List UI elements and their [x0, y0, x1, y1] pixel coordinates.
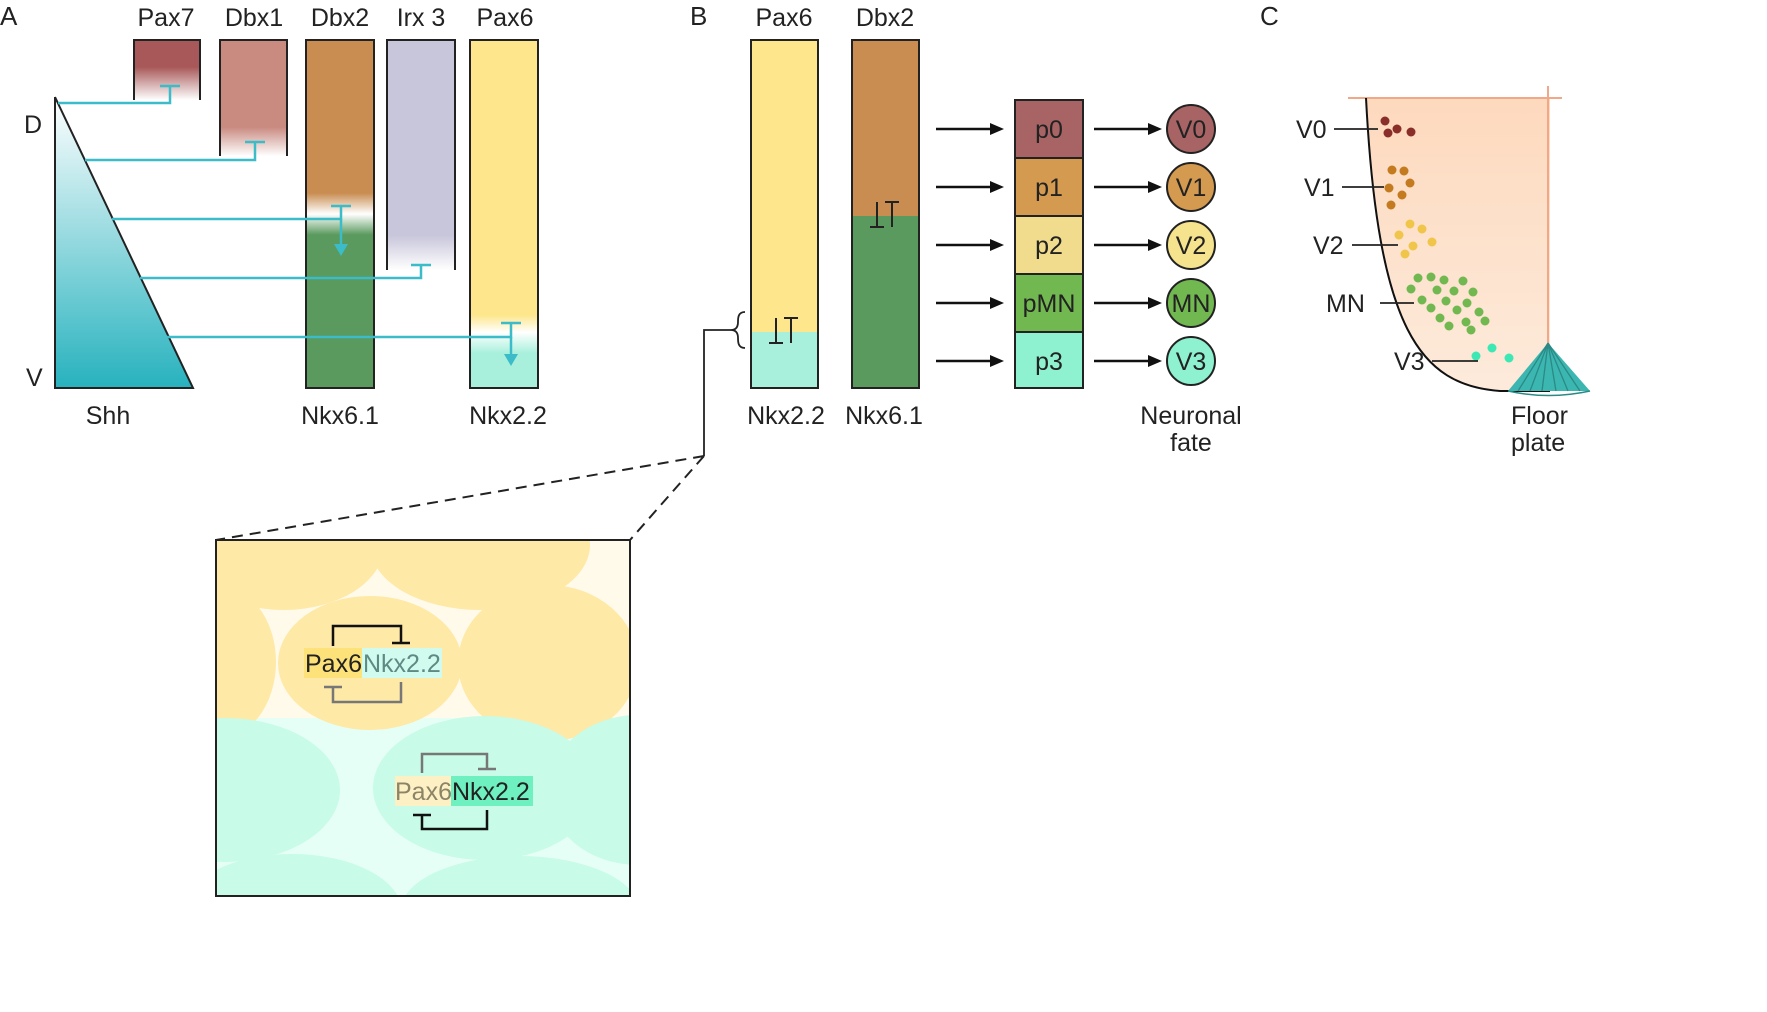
panel-a-bar-labels: Pax7 Dbx1 Dbx2 Irx 3 Pax6	[138, 4, 534, 32]
progenitor-p0: p0	[1035, 116, 1063, 144]
v1-neurons	[1384, 165, 1415, 210]
neuronal-fate-label-2: fate	[1170, 429, 1212, 457]
floor-plate-label: Floor	[1511, 402, 1568, 430]
cell-inset	[216, 540, 630, 896]
nkx61-label-a: Nkx6.1	[301, 402, 379, 430]
inset-frame	[215, 539, 631, 897]
floor-plate	[1507, 342, 1591, 397]
shh-label: Shh	[86, 402, 130, 430]
mn-neurons	[1406, 272, 1490, 335]
nkx22-label-b: Nkx2.2	[747, 402, 825, 430]
progenitor-p1: p1	[1035, 174, 1063, 202]
v3-neurons	[1471, 343, 1514, 363]
bottom-pax6-label: Pax6	[395, 778, 452, 806]
bottom-nkx22-label: Nkx2.2	[452, 778, 530, 806]
nkx61-label-b: Nkx6.1	[845, 402, 923, 430]
floor-plate-label-2: plate	[1511, 429, 1565, 457]
panel-b-letter: B	[690, 1, 707, 31]
neuron-v3: V3	[1176, 348, 1207, 376]
neuron-v1: V1	[1176, 174, 1207, 202]
pax6-nkx22-bar	[469, 39, 539, 389]
ventral-label: V	[26, 364, 43, 392]
progenitor-p2: p2	[1035, 232, 1063, 260]
zoom-lines	[215, 455, 705, 541]
progenitor-p3: p3	[1035, 348, 1063, 376]
c-label-mn: MN	[1326, 290, 1365, 318]
progenitor-arrows	[936, 127, 992, 363]
pax6-label-b: Pax6	[756, 4, 813, 32]
dbx2-label-b: Dbx2	[856, 4, 914, 32]
irx3-bar	[386, 39, 456, 270]
c-label-v0: V0	[1296, 116, 1327, 144]
top-cell-circuit	[304, 624, 442, 704]
neuron-mn: MN	[1172, 290, 1211, 318]
panel-c-letter: C	[1260, 1, 1279, 31]
dbx2-nkx61-column	[851, 39, 920, 389]
top-nkx22-label: Nkx2.2	[363, 650, 441, 678]
pax6-nkx22-column	[750, 39, 819, 389]
pax7-bar	[133, 39, 201, 100]
neural-tube-section	[1348, 86, 1562, 392]
panel-c-leader-lines	[1334, 128, 1478, 362]
neuron-v2: V2	[1176, 232, 1207, 260]
neuronal-fate-label: Neuronal	[1140, 402, 1241, 430]
boundary-brace	[703, 311, 746, 456]
neuron-circles	[1166, 104, 1216, 386]
v2-neurons	[1394, 219, 1437, 259]
neuron-v0: V0	[1176, 116, 1207, 144]
c-label-v2: V2	[1313, 232, 1344, 260]
progenitor-domains	[1014, 99, 1084, 389]
progenitor-arrowheads	[990, 123, 1004, 367]
panel-a-letter: A	[0, 1, 18, 31]
nkx22-label-a: Nkx2.2	[469, 402, 547, 430]
pax7-label: Pax7	[138, 4, 195, 32]
v0-neurons	[1380, 116, 1416, 138]
shh-gradient	[54, 96, 195, 389]
c-label-v1: V1	[1304, 174, 1335, 202]
pax6-label: Pax6	[477, 4, 534, 32]
dbx1-label: Dbx1	[225, 4, 283, 32]
shh-repression-lines	[58, 84, 521, 358]
irx3-label: Irx 3	[397, 4, 446, 32]
dbx1-bar	[219, 39, 288, 156]
shh-activation-arrowheads	[334, 244, 518, 366]
neuron-arrowheads	[1148, 123, 1162, 367]
top-pax6-label: Pax6	[305, 650, 362, 678]
bottom-cell-circuit	[395, 752, 533, 831]
progenitor-pmn: pMN	[1023, 290, 1076, 318]
neuron-arrows	[1094, 127, 1150, 363]
c-label-v3: V3	[1394, 348, 1425, 376]
dbx2-label: Dbx2	[311, 4, 369, 32]
dorsal-label: D	[24, 111, 42, 139]
